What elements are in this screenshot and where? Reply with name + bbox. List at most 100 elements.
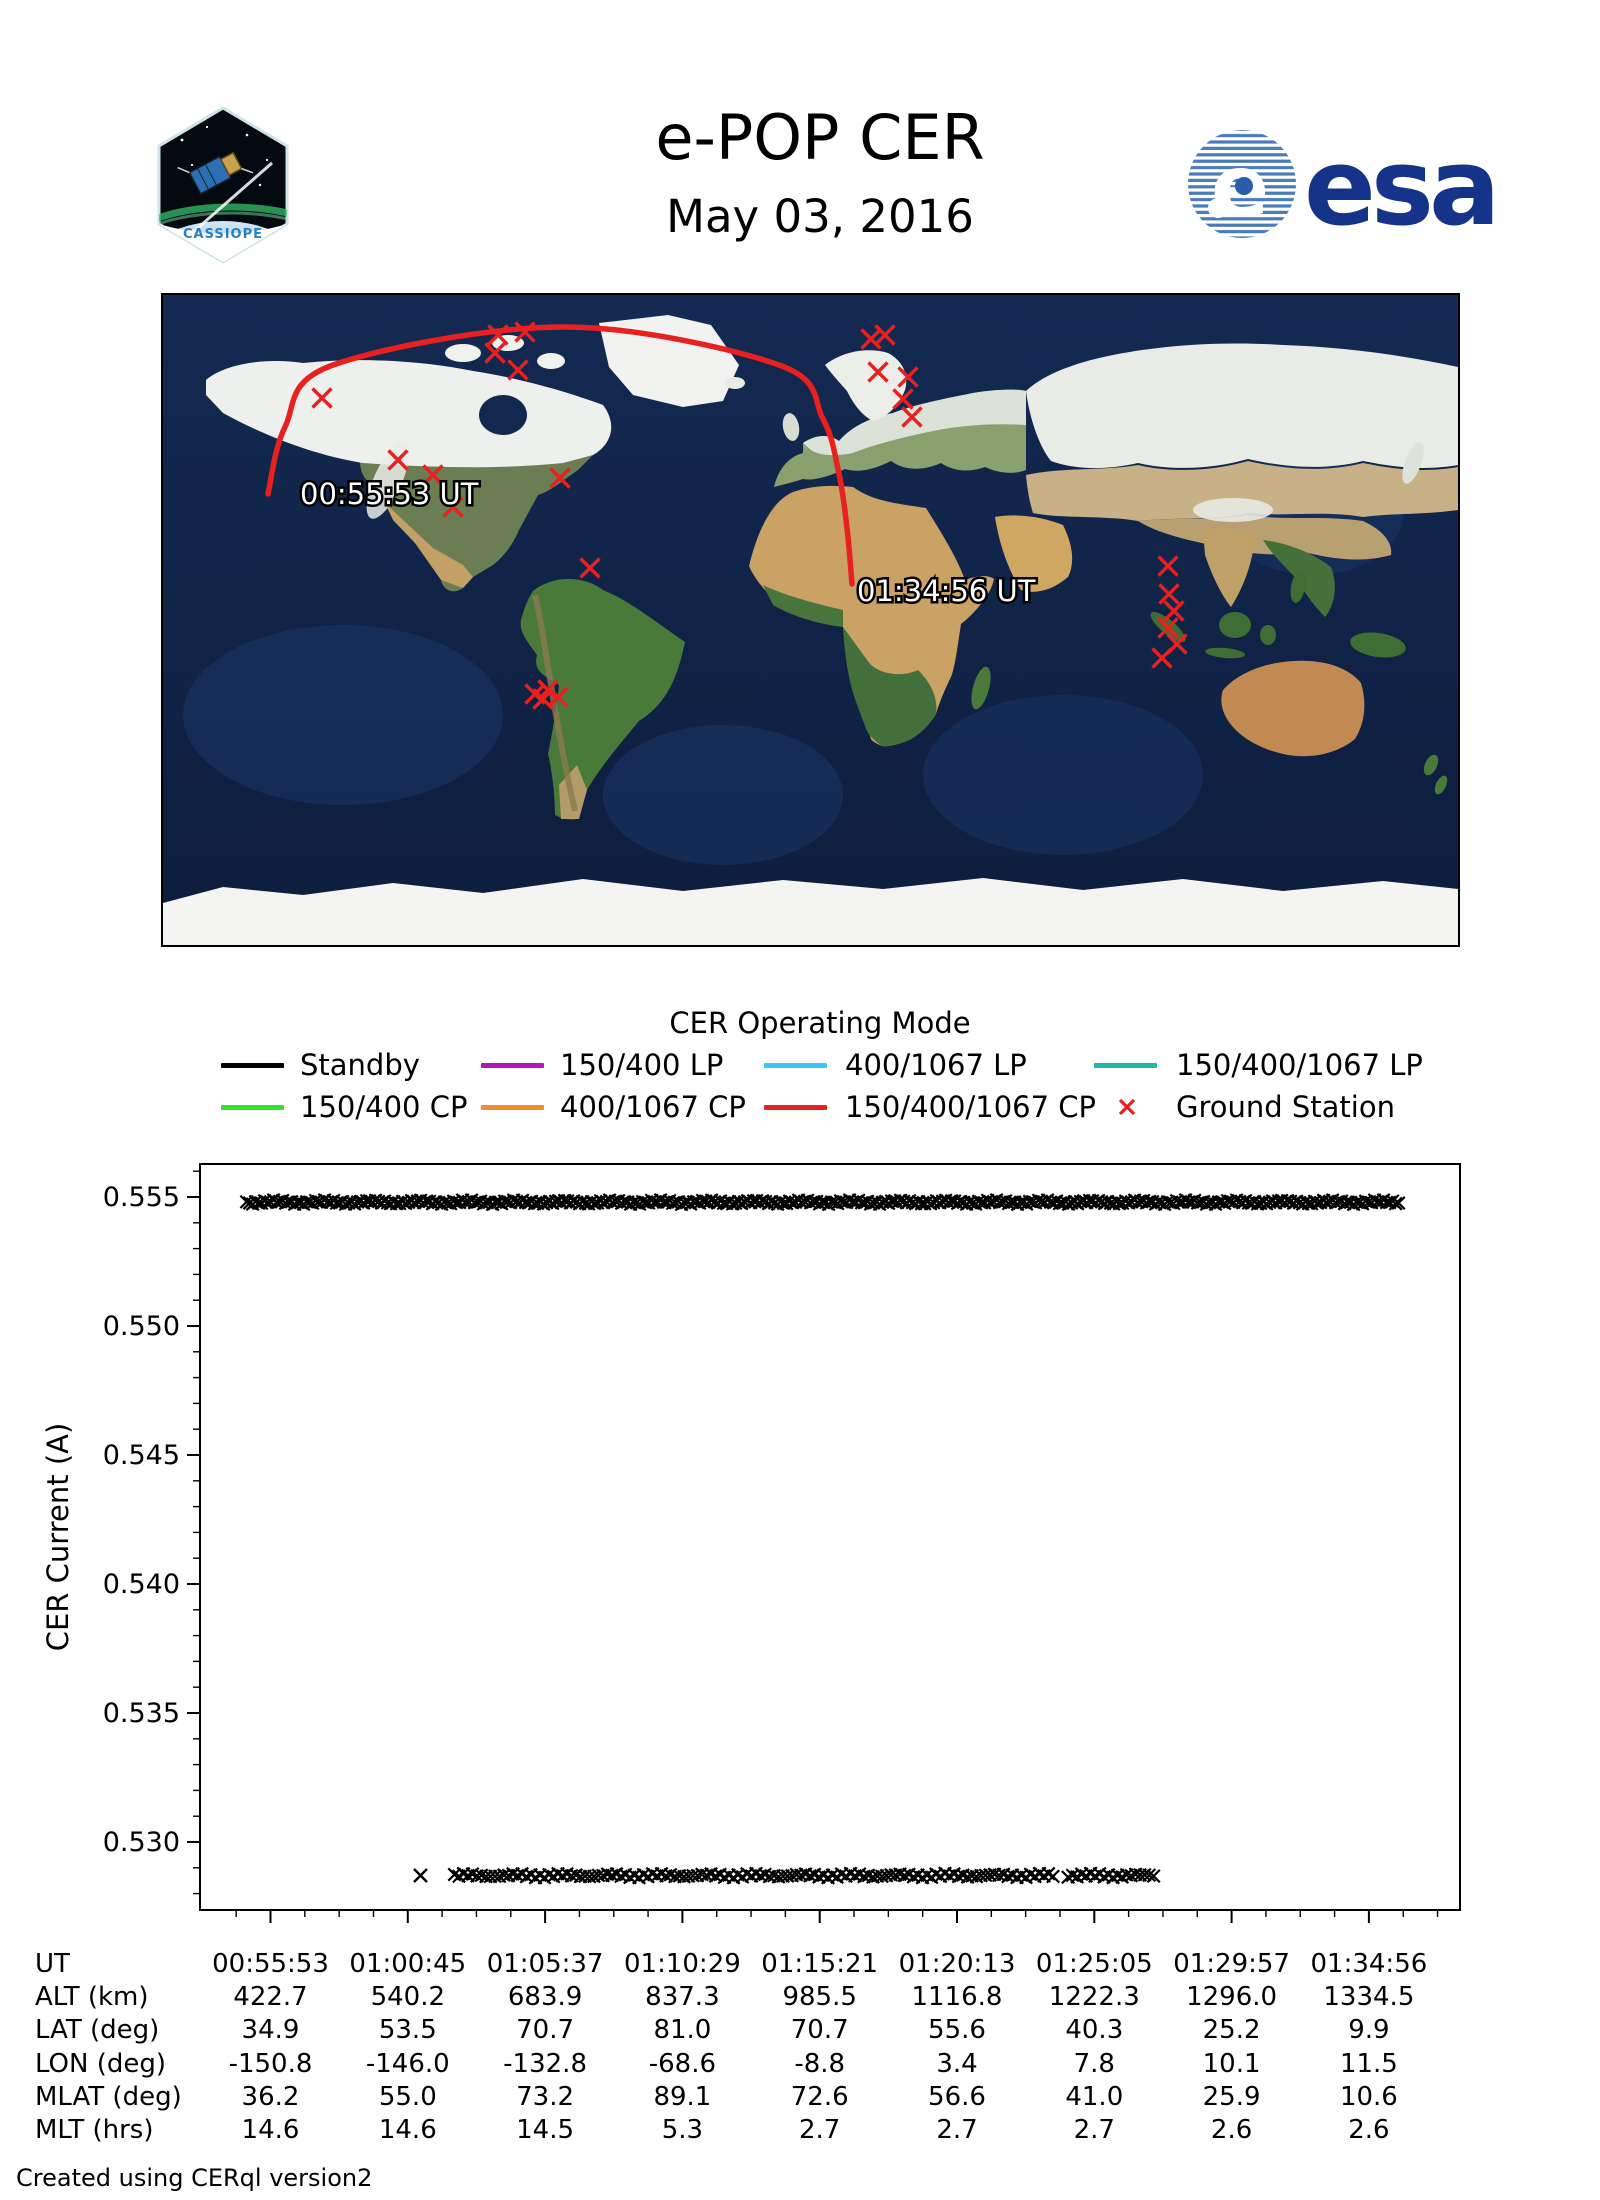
y-tick-label: 0.550 [103, 1311, 180, 1342]
track-start-time-label: 00:55:53 UT [300, 477, 479, 511]
ground-station-x-icon [311, 387, 333, 409]
ground-station-x-icon [487, 324, 509, 346]
ground-station-x-icon [549, 467, 571, 489]
ground-station-x-icon [1158, 583, 1180, 605]
iceland [725, 377, 745, 389]
table-cell: -8.8 [794, 2048, 846, 2079]
table-cell: 73.2 [516, 2081, 575, 2112]
ground-station-x-icon [860, 328, 882, 350]
table-cell: 10.1 [1202, 2048, 1261, 2079]
track-end-time-label: 01:34:56 UT [857, 574, 1036, 608]
table-cell: 2.6 [1348, 2115, 1390, 2145]
aurora-arc [159, 203, 287, 227]
ground-station-x-icon [901, 406, 923, 428]
ground-station-x-icon [532, 688, 554, 710]
cassiope-wordmark: CASSIOPE [183, 227, 263, 242]
page-date: May 03, 2016 [666, 190, 974, 243]
cer-current-chart: 0.530 0.535 0.540 0.545 0.550 0.555 CER Curren… [41, 1163, 1461, 1923]
legend-label: 400/1067 LP [845, 1048, 1027, 1082]
table-row-label: MLAT (deg) [35, 2081, 182, 2112]
table-cell: 01:00:45 [349, 1949, 467, 1979]
mexico-desert [385, 503, 473, 588]
legend-line-swatch [221, 1063, 284, 1068]
axis-ticks [187, 1170, 1439, 1923]
table-cell: -132.8 [503, 2048, 587, 2079]
ocean-texture [183, 455, 1403, 865]
table-cell: 1222.3 [1048, 1982, 1140, 2013]
legend-label: 150/400 LP [560, 1048, 724, 1082]
japan [1402, 442, 1424, 484]
table-cell: 56.6 [928, 2081, 986, 2112]
table-cell: 1334.5 [1323, 1982, 1415, 2013]
scandinavia [825, 350, 907, 421]
ground-station-x-icon [1163, 600, 1185, 622]
legend-line-swatch [221, 1105, 284, 1110]
table-cell: 9.9 [1348, 2015, 1390, 2046]
ground-station-legend-icon [1118, 1098, 1136, 1116]
table-cell: 837.3 [645, 1982, 720, 2013]
ground-station-x-icon [1157, 555, 1179, 577]
ground-station-x-icon [867, 361, 889, 383]
hudson-bay [479, 395, 527, 435]
y-axis-label: CER Current (A) [41, 1423, 75, 1652]
table-row-label: ALT (km) [35, 1982, 149, 2013]
table-cell: 1116.8 [911, 1982, 1003, 2013]
ground-station-x-icon [422, 464, 444, 486]
table-cell: 36.2 [241, 2081, 300, 2112]
esa-globe-icon: e [1188, 130, 1296, 238]
table-cell: 14.6 [378, 2115, 437, 2145]
table-cell: 422.7 [233, 1982, 308, 2013]
table-cell: 53.5 [378, 2015, 437, 2046]
table-cell: 985.5 [782, 1982, 857, 2013]
legend-label: Ground Station [1176, 1090, 1395, 1124]
table-cell: 25.9 [1202, 2081, 1261, 2112]
legend-label: 150/400/1067 CP [845, 1090, 1097, 1124]
satellite-ground-track [265, 324, 855, 587]
esa-wordmark: esa [1304, 126, 1496, 245]
table-cell: 01:15:21 [761, 1949, 879, 1979]
continent-antarctica [163, 878, 1458, 945]
china [1138, 515, 1392, 560]
table-cell: 5.3 [661, 2115, 704, 2145]
table-cell: 70.7 [516, 2015, 575, 2046]
table-cell: 40.3 [1065, 2015, 1124, 2046]
india [1203, 527, 1255, 607]
table-cell: 41.0 [1065, 2081, 1124, 2112]
arabia [995, 515, 1073, 592]
snow-europe [803, 389, 1026, 456]
africa-south-green [843, 627, 937, 747]
ground-station-x-icon [897, 366, 919, 388]
world-map: 00:55:53 UT 01:34:56 UT [161, 293, 1460, 947]
continent-asia-north [1026, 343, 1458, 469]
andes [532, 594, 578, 812]
continent-africa [749, 485, 994, 747]
plot-frame [199, 1163, 1461, 1911]
map-canvas: 00:55:53 UT 01:34:56 UT [163, 295, 1458, 945]
table-cell: 540.2 [370, 1982, 446, 2013]
africa-guinea-green [763, 585, 843, 627]
ground-station-x-icon [484, 342, 506, 364]
table-cell: 34.9 [241, 2015, 300, 2046]
legend-line-swatch [481, 1105, 544, 1110]
table-cell: 01:05:37 [486, 1949, 604, 1979]
legend-line-swatch [481, 1063, 544, 1068]
table-cell: 72.6 [790, 2081, 849, 2112]
ground-station-x-icon [387, 449, 409, 471]
table-cell: 11.5 [1339, 2048, 1398, 2079]
table-cell: 55.0 [378, 2081, 437, 2112]
ground-station-x-icon [1151, 647, 1173, 669]
table-cell: 70.7 [790, 2015, 849, 2046]
table-cell: 2.6 [1210, 2115, 1253, 2145]
ground-station-markers [311, 321, 1188, 710]
table-cell: 3.4 [936, 2048, 978, 2079]
madagascar [971, 666, 991, 710]
cassiope-mission-logo: CASSIOPE [152, 105, 294, 269]
table-cell: 14.6 [241, 2115, 300, 2145]
y-tick-label: 0.530 [103, 1827, 180, 1858]
table-cell: 00:55:53 [212, 1949, 329, 1979]
table-cell: -146.0 [365, 2048, 450, 2079]
table-row-label: LON (deg) [35, 2048, 167, 2079]
legend-label: Standby [300, 1048, 420, 1082]
legend-label: 400/1067 CP [560, 1090, 746, 1124]
